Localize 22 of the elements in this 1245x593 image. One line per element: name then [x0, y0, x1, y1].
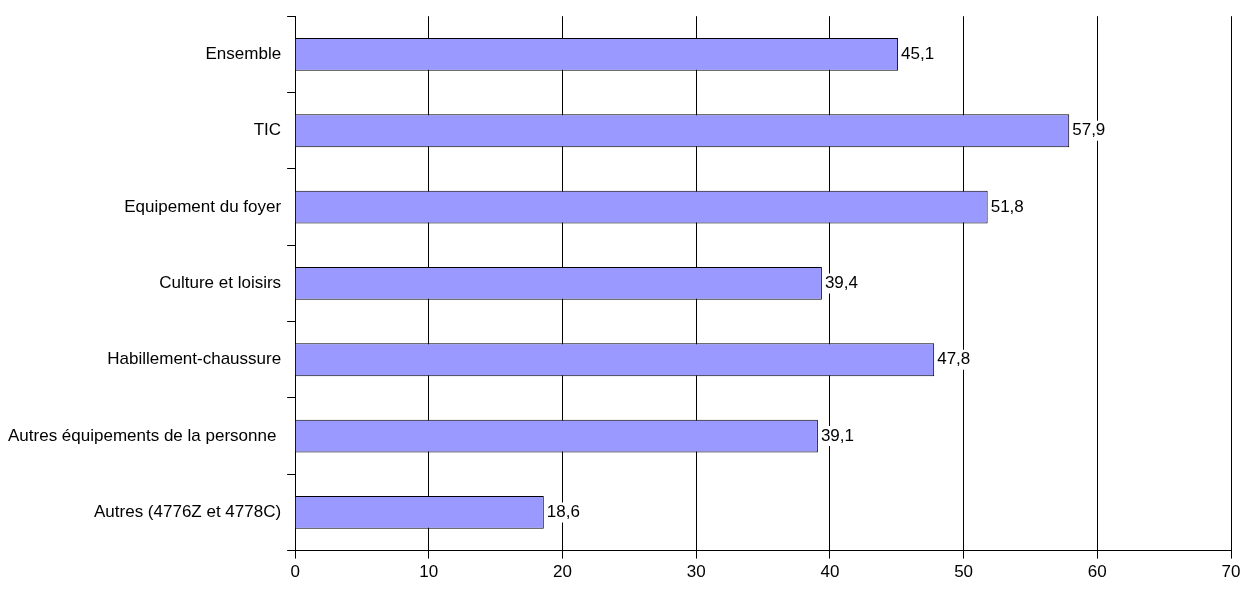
x-tick-label: 0 [290, 562, 300, 582]
y-tick-label: Autres équipements de la personne [8, 425, 282, 445]
data-label: 47,8 [937, 349, 971, 369]
x-tick-label: 40 [820, 562, 840, 582]
y-tick-label: Habillement-chaussure [107, 349, 282, 369]
x-tick-label: 10 [419, 562, 439, 582]
x-tick-label: 60 [1087, 562, 1107, 582]
y-tick-label: Equipement du foyer [124, 196, 282, 216]
data-label: 18,6 [546, 502, 580, 522]
y-tick-label: TIC [253, 120, 282, 140]
x-tick-label: 70 [1221, 562, 1241, 582]
y-tick-label: Autres (4776Z et 4778C) [94, 502, 282, 522]
data-label: 45,1 [901, 44, 935, 64]
y-tick-label: Culture et loisirs [159, 273, 282, 293]
x-tick-label: 50 [954, 562, 974, 582]
y-tick-label: Ensemble [205, 44, 282, 64]
x-tick-label: 20 [553, 562, 572, 582]
data-label: 57,9 [1072, 120, 1106, 140]
data-label: 39,1 [820, 425, 854, 445]
data-label: 39,4 [824, 273, 858, 293]
x-tick-label: 30 [686, 562, 706, 582]
data-label: 51,8 [990, 196, 1024, 216]
